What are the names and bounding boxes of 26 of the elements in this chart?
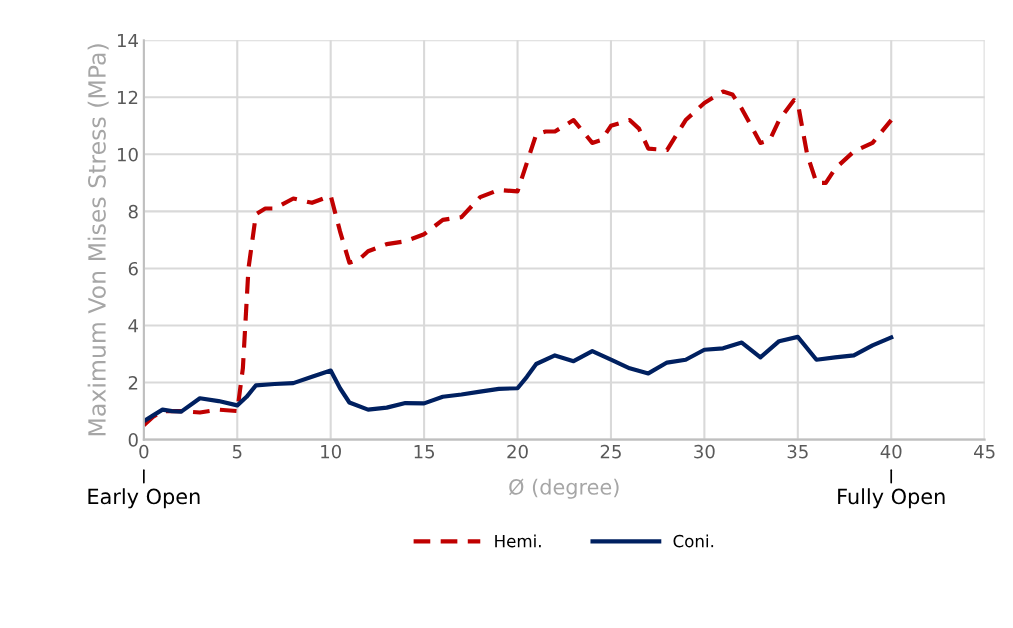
- x-tick-label: 30: [694, 444, 715, 459]
- y-tick-label: 12: [117, 90, 138, 105]
- x-axis-title: Ø (degree): [509, 478, 619, 499]
- line-series: [143, 89, 894, 428]
- x-tick-label: 25: [600, 444, 621, 459]
- x-tick-label: 0: [139, 444, 149, 459]
- y-axis-title: Maximum Von Mises Stress (MPa): [87, 44, 109, 436]
- y-tick-label: 6: [128, 261, 138, 276]
- y-tick-label: 10: [117, 147, 138, 162]
- x-tick-label: 15: [414, 445, 435, 459]
- legend-label: Hemi.: [495, 534, 541, 548]
- annotation: Fully Open: [838, 488, 945, 509]
- y-tick-label: 14: [117, 33, 138, 48]
- line-series: [143, 334, 894, 424]
- y-tick-label: 0: [128, 433, 138, 447]
- x-tick-label: 40: [880, 444, 902, 459]
- legend-label: Coni.: [673, 534, 714, 548]
- x-tick-label: 20: [507, 444, 528, 459]
- x-tick-label: 10: [321, 444, 341, 459]
- x-tick-label: 5: [232, 445, 242, 459]
- x-tick-label: 45: [974, 445, 995, 459]
- y-tick-label: 8: [128, 204, 138, 219]
- y-tick-label: 2: [128, 376, 138, 390]
- annotation: Early Open: [88, 488, 200, 509]
- y-tick-label: 4: [128, 319, 138, 333]
- x-tick-label: 35: [787, 444, 808, 459]
